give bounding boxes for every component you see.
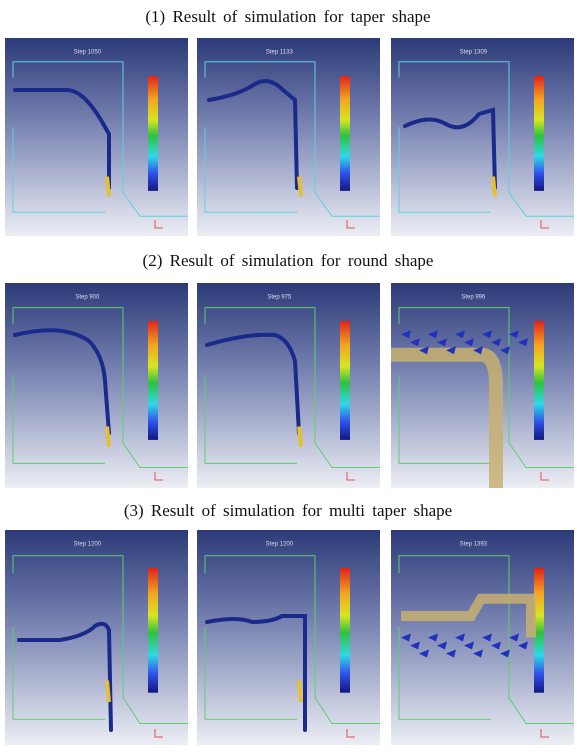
strain-zone — [107, 177, 109, 197]
strain-zone — [493, 177, 495, 197]
colorbar — [340, 76, 350, 191]
simulation-panel: Step 1133 — [197, 38, 380, 236]
simulation-panel: Step 1200 — [197, 530, 380, 745]
colorbar — [148, 76, 158, 191]
step-label: Step 996 — [461, 295, 486, 301]
colorbar — [534, 321, 544, 440]
panel-background — [197, 283, 380, 488]
step-label: Step 1200 — [74, 542, 102, 548]
strain-zone — [299, 427, 301, 448]
simulation-panel: Step 975 — [197, 283, 380, 488]
simulation-panel: Step 1393 — [391, 530, 574, 745]
panel-background — [5, 38, 188, 236]
caption: (3) Result of simulation for multi taper… — [124, 501, 452, 520]
panel-background — [391, 38, 574, 236]
colorbar — [534, 76, 544, 191]
step-label: Step 1050 — [74, 50, 102, 56]
simulation-panel: Step 1309 — [391, 38, 574, 236]
simulation-panel: Step 1200 — [5, 530, 188, 745]
caption: (1) Result of simulation for taper shape — [145, 7, 430, 26]
panel-background — [197, 530, 380, 745]
colorbar — [148, 568, 158, 693]
step-label: Step 1200 — [266, 542, 294, 548]
step-label: Step 1133 — [266, 50, 294, 56]
step-label: Step 1393 — [460, 542, 488, 548]
figure: (1) Result of simulation for taper shape… — [0, 0, 577, 749]
colorbar — [148, 321, 158, 440]
simulation-panel: Step 900 — [5, 283, 188, 488]
strain-zone — [107, 681, 109, 703]
strain-zone — [299, 681, 301, 703]
caption: (2) Result of simulation for round shape — [143, 251, 434, 270]
strain-zone — [299, 177, 301, 197]
panel-background — [391, 283, 574, 488]
simulation-panel: Step 996 — [391, 283, 574, 488]
panel-background — [5, 283, 188, 488]
simulation-panel: Step 1050 — [5, 38, 188, 236]
step-label: Step 900 — [75, 295, 100, 301]
colorbar — [340, 321, 350, 440]
step-label: Step 975 — [267, 295, 292, 301]
step-label: Step 1309 — [460, 50, 488, 56]
colorbar — [340, 568, 350, 693]
panel-background — [197, 38, 380, 236]
strain-zone — [107, 427, 109, 448]
panel-background — [5, 530, 188, 745]
